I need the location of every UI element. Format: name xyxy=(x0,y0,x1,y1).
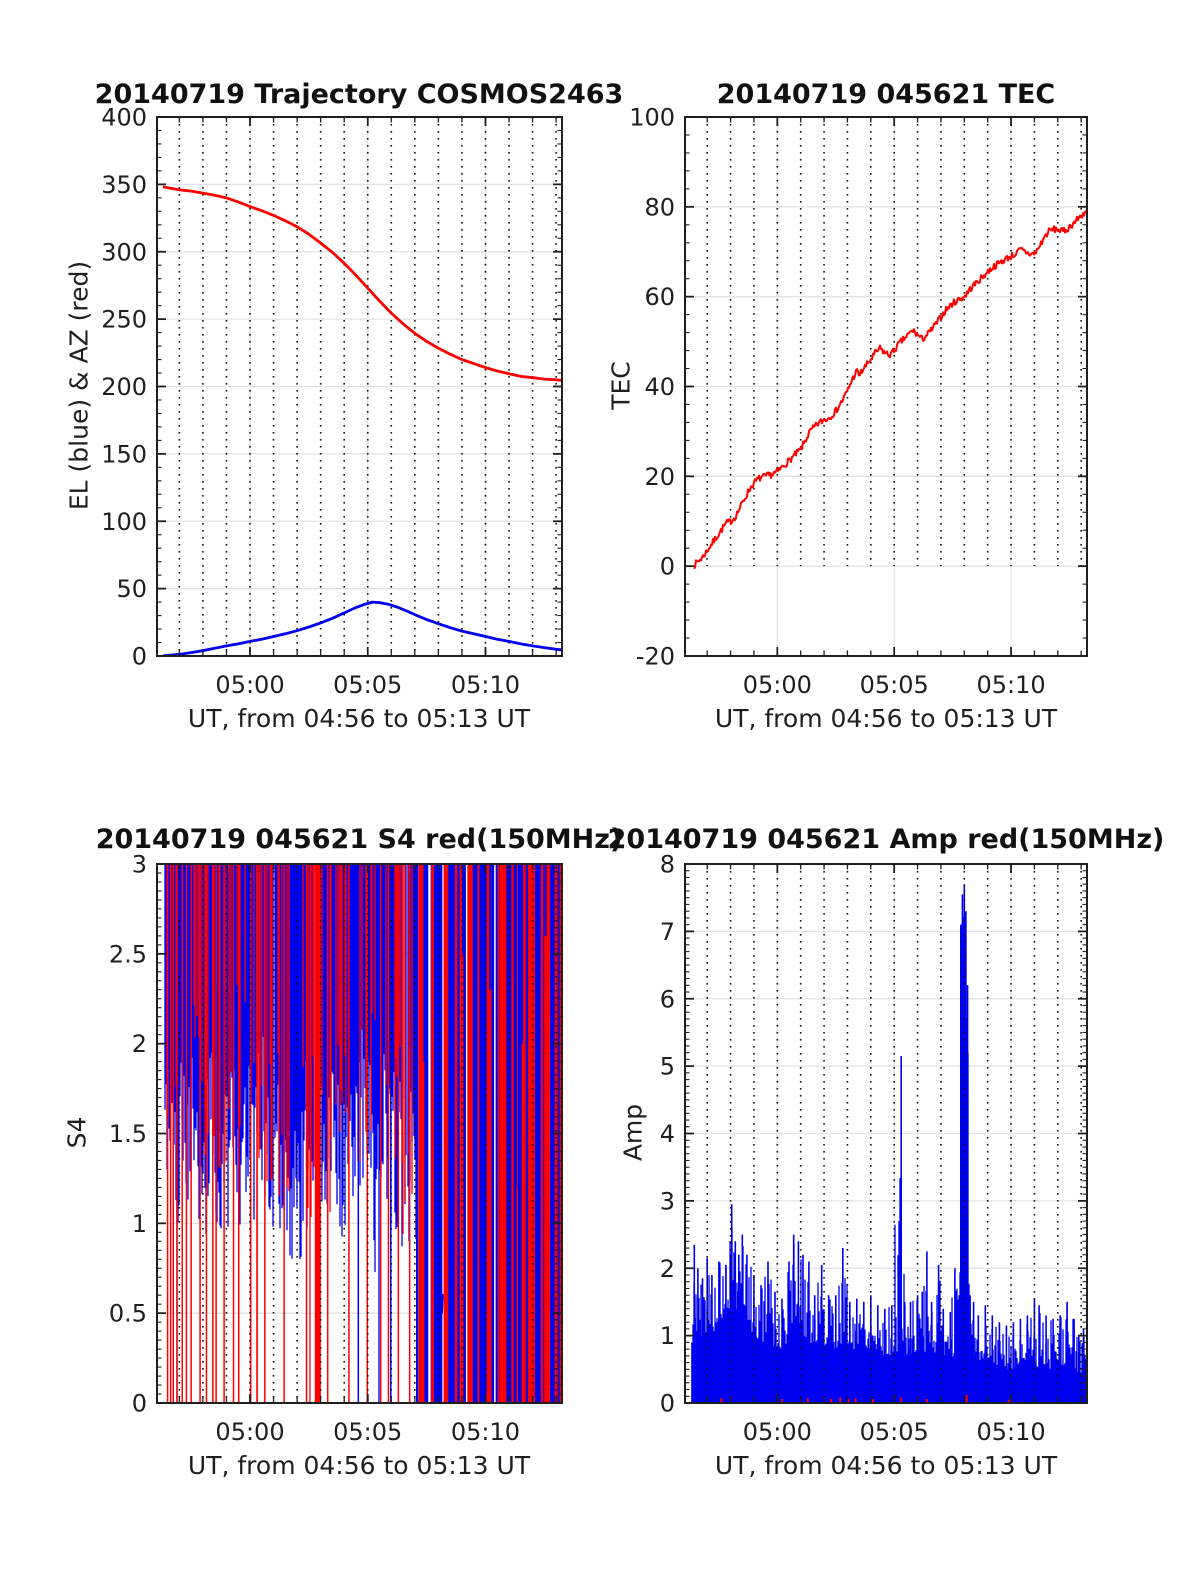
s4-y-tick-label: 1 xyxy=(132,1210,147,1238)
amp-y-tick-label: 2 xyxy=(660,1255,675,1283)
amp-x-axis-label: UT, from 04:56 to 05:13 UT xyxy=(714,1451,1058,1480)
amp-x-tick-label: 05:10 xyxy=(976,1418,1045,1446)
amp-y-tick-label: 3 xyxy=(660,1187,675,1215)
trajectory-y-tick-label: 300 xyxy=(101,238,147,266)
s4-x-axis-label: UT, from 04:56 to 05:13 UT xyxy=(187,1451,531,1480)
s4-x-tick-label: 05:00 xyxy=(215,1418,284,1446)
amp-y-tick-label: 7 xyxy=(660,918,675,946)
trajectory-y-axis-label: EL (blue) & AZ (red) xyxy=(64,260,94,511)
tec-x-tick-label: 05:10 xyxy=(976,671,1045,699)
trajectory-y-tick-label: 100 xyxy=(101,508,147,536)
trajectory-x-tick-label: 05:05 xyxy=(333,671,402,699)
tec-y-axis-label: TEC xyxy=(606,361,636,410)
amp-x-tick-label: 05:00 xyxy=(743,1418,812,1446)
trajectory-y-tick-label: 150 xyxy=(101,440,147,468)
s4-y-tick-label: 0 xyxy=(132,1390,147,1418)
s4-x-tick-label: 05:05 xyxy=(333,1418,402,1446)
amp-y-tick-label: 1 xyxy=(660,1322,675,1350)
trajectory-y-tick-label: 0 xyxy=(132,643,147,671)
amp-y-tick-label: 8 xyxy=(660,851,675,879)
tec-y-tick-label: 60 xyxy=(644,283,675,311)
s4-y-tick-label: 0.5 xyxy=(109,1300,147,1328)
tec-x-axis-label: UT, from 04:56 to 05:13 UT xyxy=(714,704,1058,733)
trajectory-y-tick-label: 200 xyxy=(101,373,147,401)
amp-y-tick-label: 4 xyxy=(660,1120,675,1148)
tec-y-tick-label: 100 xyxy=(629,104,675,132)
trajectory-x-tick-label: 05:00 xyxy=(215,671,284,699)
s4-y-tick-label: 2.5 xyxy=(109,940,147,968)
trajectory-y-tick-label: 400 xyxy=(101,104,147,132)
s4-y-tick-label: 1.5 xyxy=(109,1120,147,1148)
s4-title: 20140719 045621 S4 red(150MHz) xyxy=(95,824,623,855)
tec-y-tick-label: -20 xyxy=(636,643,675,671)
amp-y-axis-label: Amp xyxy=(618,1103,648,1162)
amp-y-tick-label: 5 xyxy=(660,1053,675,1081)
s4-y-axis-label: S4 xyxy=(62,1116,92,1149)
tec-x-tick-label: 05:00 xyxy=(743,671,812,699)
s4-x-tick-label: 05:10 xyxy=(451,1418,520,1446)
amp-y-tick-label: 0 xyxy=(660,1390,675,1418)
trajectory-y-tick-label: 250 xyxy=(101,306,147,334)
tec-y-tick-label: 40 xyxy=(644,373,675,401)
amp-x-tick-label: 05:05 xyxy=(860,1418,929,1446)
amp-y-tick-label: 6 xyxy=(660,985,675,1013)
trajectory-title: 20140719 Trajectory COSMOS2463 xyxy=(94,79,624,110)
tec-title: 20140719 045621 TEC xyxy=(716,79,1056,110)
tec-y-tick-label: 80 xyxy=(644,193,675,221)
s4-y-tick-label: 3 xyxy=(132,851,147,879)
tec-y-tick-label: 20 xyxy=(644,463,675,491)
trajectory-x-axis-label: UT, from 04:56 to 05:13 UT xyxy=(187,704,531,733)
tec-x-tick-label: 05:05 xyxy=(860,671,929,699)
amp-title: 20140719 045621 Amp red(150MHz) xyxy=(607,824,1165,855)
s4-y-tick-label: 2 xyxy=(132,1030,147,1058)
trajectory-y-tick-label: 350 xyxy=(101,171,147,199)
tec-y-tick-label: 0 xyxy=(660,553,675,581)
trajectory-x-tick-label: 05:10 xyxy=(451,671,520,699)
trajectory-y-tick-label: 50 xyxy=(116,575,147,603)
